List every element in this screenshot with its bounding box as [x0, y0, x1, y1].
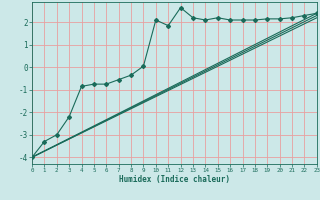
X-axis label: Humidex (Indice chaleur): Humidex (Indice chaleur): [119, 175, 230, 184]
